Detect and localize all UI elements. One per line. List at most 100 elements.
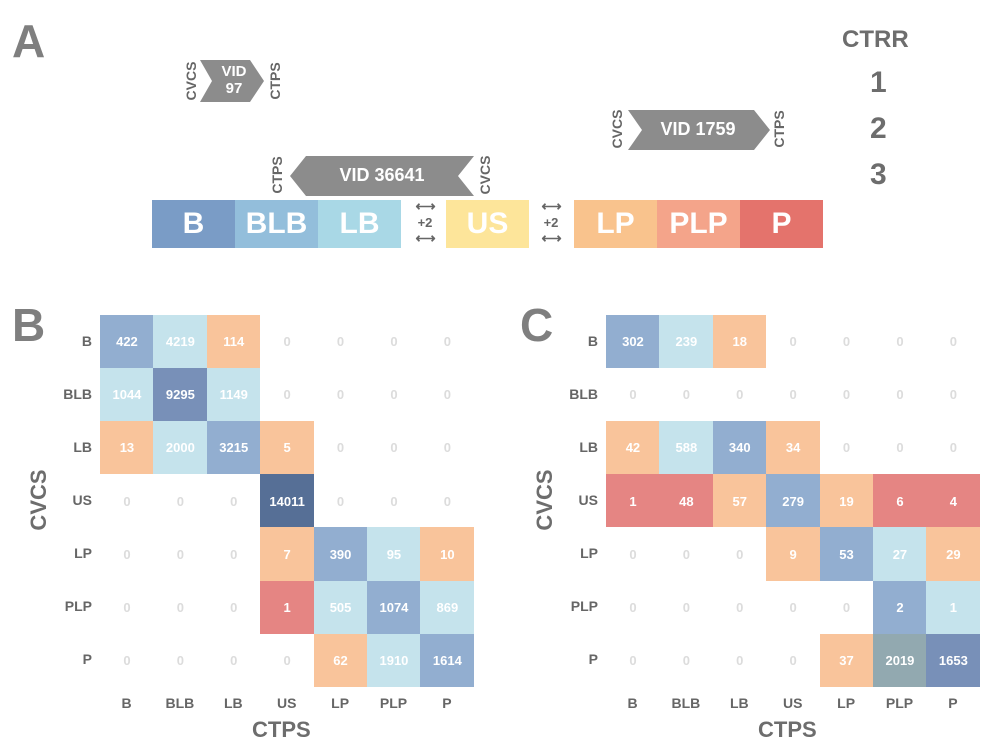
col-label-p: P	[442, 694, 452, 711]
heatmap-cell: 0	[313, 474, 368, 528]
heatmap-cell: 0	[420, 421, 475, 475]
heatmap-cell: 95	[367, 527, 421, 581]
heatmap-cell: 0	[260, 368, 315, 422]
row-label-lp: LP	[580, 544, 598, 561]
heatmap-cell: 0	[420, 315, 475, 369]
heatmap-cell: 588	[659, 421, 714, 475]
shift-arrow-down-right: ⟷	[541, 230, 561, 246]
heatmap-cell: 0	[606, 580, 660, 635]
heatmap-cell: 0	[873, 315, 927, 369]
heatmap-cell: 0	[153, 580, 208, 635]
heatmap-cell: 4219	[153, 315, 208, 369]
heatmap-cell: 869	[420, 580, 475, 635]
heatmap-cell: 0	[659, 368, 714, 422]
heatmap-cell: 0	[819, 368, 874, 422]
heatmap-cell: 1	[926, 580, 981, 635]
heatmap-cell: 0	[153, 633, 208, 688]
col-label-us: US	[276, 694, 297, 711]
row-label-blb: BLB	[63, 385, 92, 402]
y-axis-title: CVCS	[532, 469, 557, 531]
row-label-b: B	[587, 332, 598, 349]
col-label-blb: BLB	[671, 694, 701, 711]
heatmap-cell: 53	[819, 527, 874, 581]
shift-marker-left: ⟷ +2 ⟷	[405, 198, 445, 247]
panel-a-letter: A	[12, 15, 46, 67]
heatmap-cell: 0	[153, 527, 208, 581]
heatmap-cell: 27	[873, 527, 927, 581]
heatmap-cell: 505	[313, 580, 368, 635]
heatmap-cell: 2019	[873, 633, 927, 688]
row-label-plp: PLP	[570, 598, 598, 615]
ctrr-level-2: 2	[870, 112, 887, 145]
vid-36641-right-label: CVCS	[477, 155, 493, 195]
shift-marker-right: ⟷ +2 ⟷	[531, 198, 571, 247]
heatmap-cell: 0	[100, 474, 154, 528]
ctrr-level-3: 3	[870, 158, 887, 191]
heatmap-cell: 13	[100, 421, 154, 475]
col-label-b: B	[121, 694, 132, 711]
row-label-p: P	[588, 651, 598, 668]
heatmap-cell: 42	[606, 421, 660, 475]
row-label-us: US	[578, 491, 598, 508]
ctrr-title: CTRR	[842, 26, 909, 53]
heatmap-cell: 422	[100, 315, 154, 369]
heatmap-cell: 6	[873, 474, 927, 528]
heatmap-cell: 0	[819, 315, 874, 369]
heatmap-cell: 10	[420, 527, 475, 581]
heatmap-cell: 0	[766, 580, 821, 635]
heatmap-cell: 1074	[367, 580, 421, 635]
category-us: US	[446, 200, 529, 248]
heatmap-cell: 0	[659, 527, 714, 581]
vid-1759-label: VID 1759	[660, 119, 736, 139]
vid-1759-arrow: VID 1759	[628, 110, 770, 150]
col-label-p: P	[948, 694, 958, 711]
heatmap-cell: 0	[819, 580, 874, 635]
heatmap-cell: 0	[367, 474, 421, 528]
heatmap-cell: 0	[819, 421, 874, 475]
heatmap-cell: 390	[313, 527, 368, 581]
heatmap-cell: 0	[313, 315, 368, 369]
heatmap-cell: 1653	[926, 633, 981, 688]
heatmap-cell: 0	[420, 474, 475, 528]
row-label-lb: LB	[73, 438, 92, 455]
heatmap-cell: 0	[712, 527, 767, 581]
vid-97-right-label: CTPS	[267, 62, 283, 100]
heatmap-cell: 0	[367, 421, 421, 475]
heatmap-cell: 9	[766, 527, 821, 581]
row-label-plp: PLP	[64, 598, 92, 615]
row-label-p: P	[82, 651, 92, 668]
x-axis-title: CTPS	[758, 716, 817, 742]
heatmap-cell: 2	[873, 580, 927, 635]
heatmap-cell: 0	[367, 368, 421, 422]
heatmap-cell: 0	[766, 315, 821, 369]
heatmap-cell: 0	[100, 580, 154, 635]
shift-arrow-down-left: ⟷	[415, 230, 435, 246]
heatmap-cell: 239	[659, 315, 714, 369]
heatmap-cell: 0	[766, 368, 821, 422]
heatmap-cell: 1614	[420, 633, 475, 688]
heatmap-cell: 18	[712, 315, 767, 369]
heatmap-cell: 7	[260, 527, 315, 581]
category-blb: BLB	[235, 200, 318, 248]
heatmap-cell: 0	[606, 527, 660, 581]
heatmap-cell: 0	[100, 527, 154, 581]
heatmap-cell: 0	[766, 633, 821, 688]
vid-97-left-label: CVCS	[183, 61, 199, 101]
category-lb: LB	[318, 200, 401, 248]
vid-36641-label: VID 36641	[339, 165, 425, 185]
col-label-lp: LP	[837, 694, 856, 711]
heatmap-cell: 0	[926, 315, 981, 369]
row-label-b: B	[81, 332, 92, 349]
col-label-lp: LP	[331, 694, 350, 711]
heatmap-cell: 0	[260, 633, 315, 688]
heatmap-cell: 0	[206, 527, 261, 581]
heatmap-cell: 1044	[100, 368, 154, 422]
heatmap-cell: 0	[153, 474, 208, 528]
heatmap-cell: 0	[712, 633, 767, 688]
heatmap-cell: 0	[420, 368, 475, 422]
heatmap-cell: 3215	[206, 421, 261, 475]
heatmap-cell: 0	[100, 633, 154, 688]
heatmap-cell: 19	[819, 474, 874, 528]
vid-97-line2: 97	[225, 80, 243, 97]
x-axis-title: CTPS	[252, 716, 311, 742]
